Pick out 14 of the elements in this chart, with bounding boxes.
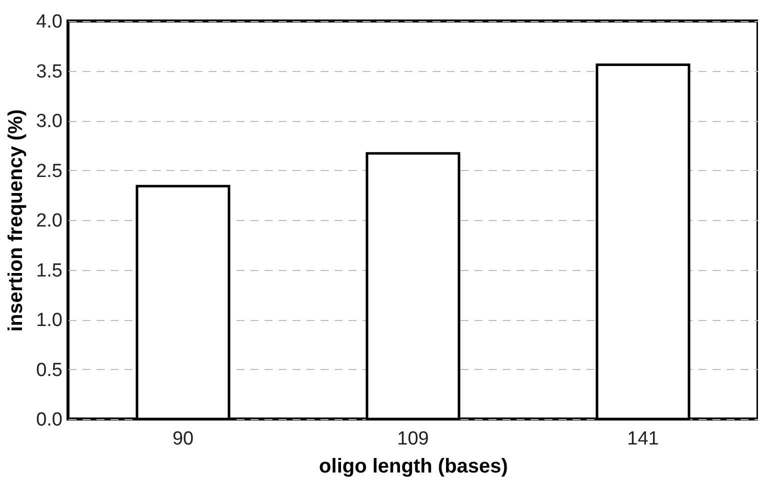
y-tick-label: 0.5 bbox=[36, 360, 62, 381]
x-tick-label: 109 bbox=[397, 428, 429, 450]
y-tick-label: 1.5 bbox=[36, 260, 62, 282]
y-tick-label: 1.0 bbox=[36, 310, 62, 331]
y-tick-label: 2.0 bbox=[36, 210, 62, 232]
y-tick-label: 3.0 bbox=[36, 111, 62, 132]
y-tick-label: 0.0 bbox=[36, 410, 62, 430]
y-axis-title: insertion frequency (%) bbox=[5, 109, 28, 332]
x-axis-title: oligo length (bases) bbox=[319, 456, 508, 478]
y-tick-label: 2.5 bbox=[36, 160, 62, 182]
y-tick-label: 3.5 bbox=[36, 61, 62, 82]
x-tick-label: 90 bbox=[172, 428, 194, 450]
y-tick-label: 4.0 bbox=[36, 12, 62, 32]
x-tick-label: 141 bbox=[627, 428, 659, 450]
